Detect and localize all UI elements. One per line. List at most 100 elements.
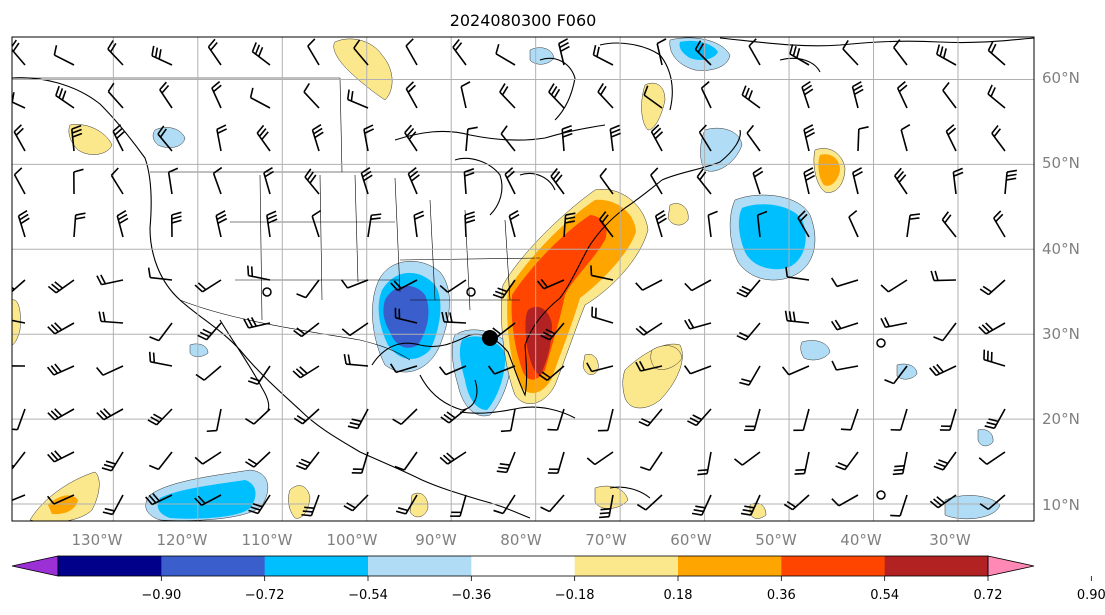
wind-barb: [857, 126, 869, 152]
wind-barb: [404, 124, 418, 152]
wind-barb: [842, 40, 859, 66]
colorbar-segment: [884, 556, 989, 576]
wind-barb: [592, 44, 614, 66]
wind-barb: [438, 365, 467, 376]
wind-barb: [367, 213, 382, 238]
wind-barb: [460, 81, 471, 109]
colorbar-tick-label: 0.36: [767, 588, 796, 603]
lat-label: 50°N: [1042, 154, 1080, 172]
wind-barb: [351, 451, 369, 474]
wind-barb: [465, 126, 478, 152]
colorbar-segment: [161, 556, 266, 576]
wind-barb: [1004, 169, 1018, 195]
wind-barb: [212, 166, 223, 195]
anomaly-region: [459, 336, 506, 410]
wind-barb: [784, 310, 810, 324]
wind-barb: [195, 365, 222, 381]
wind-barb: [394, 451, 418, 471]
wind-barb: [405, 81, 418, 109]
wind-barb: [215, 210, 228, 238]
anomaly-region: [667, 203, 689, 226]
lon-label: 100°W: [327, 531, 378, 549]
wind-barb: [789, 44, 810, 66]
wind-barb: [47, 408, 75, 421]
wind-barb: [781, 365, 810, 376]
wind-barb: [347, 408, 369, 430]
wind-barb: [884, 365, 908, 385]
wind-barb: [698, 124, 712, 152]
wind-barb: [880, 317, 908, 329]
wind-barb: [266, 210, 278, 238]
storm-center-marker: [482, 330, 498, 346]
wind-barb: [643, 85, 663, 109]
wind-barb: [687, 408, 712, 427]
colorbar-tick-label: −0.18: [555, 588, 595, 603]
wind-barb: [439, 451, 467, 465]
wind-barb: [803, 124, 815, 152]
wind-barb: [978, 451, 1006, 465]
wind-barbs: [12, 38, 1018, 519]
calm-circle: [876, 338, 886, 348]
lon-label: 90°W: [415, 531, 457, 549]
wind-barb: [540, 322, 565, 341]
colorbar-tick-label: 0.90: [1077, 588, 1105, 603]
wind-barb: [353, 39, 369, 66]
wind-barb: [654, 209, 667, 238]
wind-barb: [933, 322, 957, 342]
wind-barb: [12, 39, 26, 66]
colorbar-tick-label: −0.36: [451, 588, 491, 603]
wind-barb: [894, 167, 908, 195]
anomaly-region: [650, 345, 683, 370]
wind-barb: [906, 213, 921, 238]
wind-barb: [941, 211, 957, 238]
wind-barb: [46, 363, 75, 376]
anomaly-region: [818, 154, 840, 186]
wind-barb: [107, 82, 124, 109]
anomaly-region: [800, 340, 831, 361]
wind-barb: [159, 81, 173, 109]
wind-barb: [500, 408, 516, 433]
colorbar-tick-label: 0.72: [974, 588, 1003, 603]
wind-barb: [942, 82, 957, 109]
latitude-labels: 60°N 50°N 40°N 30°N 20°N 10°N: [1042, 69, 1080, 514]
wind-barb: [979, 279, 1006, 296]
wind-barb: [978, 322, 1006, 335]
colorbar-segment: [58, 556, 162, 576]
anomaly-region: [700, 127, 743, 172]
wind-barb: [492, 279, 516, 299]
lon-label: 50°W: [755, 531, 797, 549]
wind-barb: [343, 494, 369, 512]
wind-barb: [55, 85, 75, 109]
wind-barb: [561, 124, 573, 152]
colorbar-segment: [368, 556, 472, 576]
wind-barb: [311, 123, 324, 152]
wind-barb: [256, 124, 271, 152]
wind-barb: [147, 267, 173, 281]
lon-label: 60°W: [670, 531, 712, 549]
wind-barb: [952, 167, 964, 195]
lon-label: 40°W: [840, 531, 882, 549]
wind-barb: [441, 311, 467, 324]
colorbar-tick-labels: −0.90 −0.72 −0.54 −0.36 −0.18 0.18 0.36 0.54 0.7…: [141, 576, 1105, 603]
wind-barb: [311, 209, 322, 238]
wind-barb: [939, 408, 957, 431]
lon-label: 30°W: [929, 531, 971, 549]
anomaly-region: [977, 429, 994, 447]
wind-barb: [848, 209, 859, 238]
colorbar: −0.90 −0.72 −0.54 −0.36 −0.18 0.18 0.36 0.54 0.7…: [11, 555, 1105, 603]
lon-label: 80°W: [500, 531, 542, 549]
lat-label: 20°N: [1042, 410, 1080, 428]
wind-barb: [395, 494, 418, 515]
colorbar-tick-label: −0.72: [245, 588, 285, 603]
wind-barb: [741, 85, 761, 109]
wind-barb: [247, 365, 271, 385]
wind-barb: [346, 89, 369, 109]
wind-barb: [586, 451, 614, 466]
map-title: 2024080300 F060: [450, 11, 597, 30]
wind-barb: [12, 319, 26, 324]
wind-barb: [650, 124, 664, 152]
wind-barb: [893, 39, 908, 66]
wind-barb: [830, 319, 859, 331]
lat-label: 30°N: [1042, 325, 1080, 343]
